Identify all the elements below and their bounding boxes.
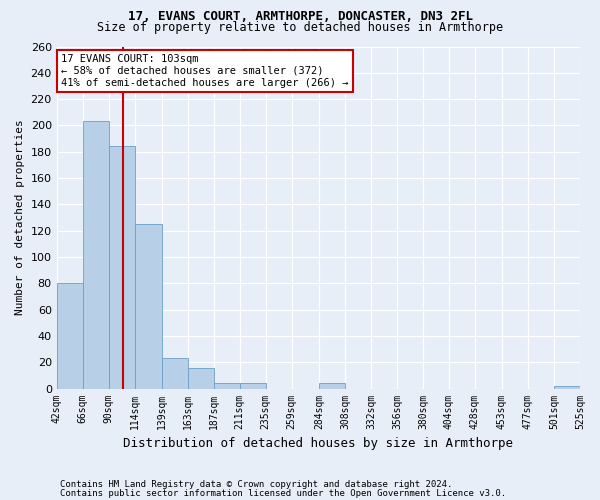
Bar <box>319 384 345 388</box>
Bar <box>56 284 83 389</box>
Text: Contains public sector information licensed under the Open Government Licence v3: Contains public sector information licen… <box>60 488 506 498</box>
X-axis label: Distribution of detached houses by size in Armthorpe: Distribution of detached houses by size … <box>124 437 514 450</box>
Text: Size of property relative to detached houses in Armthorpe: Size of property relative to detached ho… <box>97 21 503 34</box>
Text: 17, EVANS COURT, ARMTHORPE, DONCASTER, DN3 2FL: 17, EVANS COURT, ARMTHORPE, DONCASTER, D… <box>128 10 473 23</box>
Bar <box>162 358 188 388</box>
Bar <box>83 122 109 388</box>
Bar <box>240 384 266 388</box>
Bar <box>554 386 580 388</box>
Bar <box>134 224 162 388</box>
Text: 17 EVANS COURT: 103sqm
← 58% of detached houses are smaller (372)
41% of semi-de: 17 EVANS COURT: 103sqm ← 58% of detached… <box>61 54 349 88</box>
Bar <box>188 368 214 388</box>
Y-axis label: Number of detached properties: Number of detached properties <box>15 120 25 316</box>
Bar <box>214 384 240 388</box>
Bar <box>109 146 134 388</box>
Text: Contains HM Land Registry data © Crown copyright and database right 2024.: Contains HM Land Registry data © Crown c… <box>60 480 452 489</box>
